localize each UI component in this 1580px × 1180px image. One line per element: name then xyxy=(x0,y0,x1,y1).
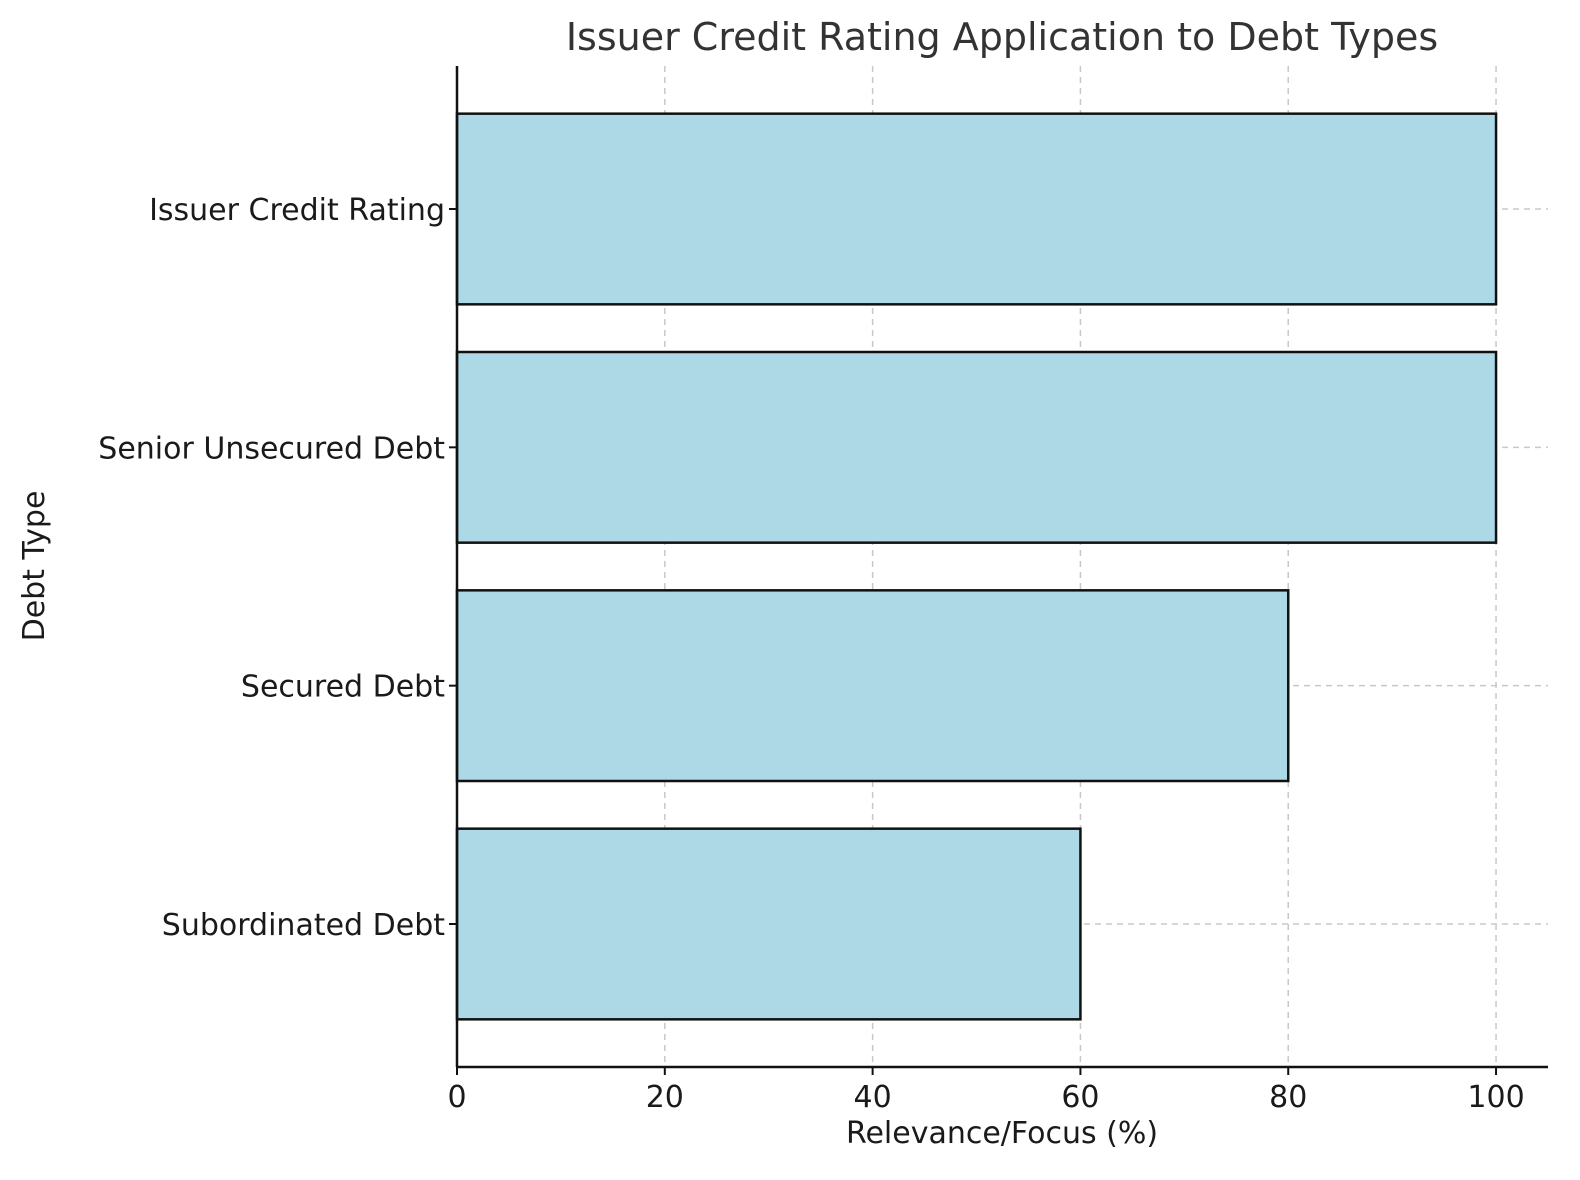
y-tick-label: Issuer Credit Rating xyxy=(149,193,445,228)
bar xyxy=(455,827,1082,1021)
x-tick-label: 100 xyxy=(1467,1080,1524,1115)
bar xyxy=(455,589,1290,783)
y-axis-label: Debt Type xyxy=(17,491,52,642)
y-tick-label: Senior Unsecured Debt xyxy=(98,431,445,466)
x-axis-label: Relevance/Focus (%) xyxy=(846,1116,1158,1151)
bars xyxy=(455,112,1498,1021)
x-tick-label: 20 xyxy=(646,1080,684,1115)
bar xyxy=(455,112,1498,306)
chart-title: Issuer Credit Rating Application to Debt… xyxy=(566,15,1438,59)
x-tick-label: 80 xyxy=(1269,1080,1307,1115)
axes xyxy=(455,66,1548,1069)
y-tick-label: Secured Debt xyxy=(241,670,445,705)
x-tick-label: 0 xyxy=(447,1080,466,1115)
x-tick-label: 60 xyxy=(1061,1080,1099,1115)
x-tick-label: 40 xyxy=(854,1080,892,1115)
y-axis-ticks: Issuer Credit Rating Senior Unsecured Deb… xyxy=(98,193,457,943)
x-axis-ticks: 0 20 40 60 80 100 xyxy=(447,1067,1525,1115)
bar xyxy=(455,350,1498,544)
y-tick-label: Subordinated Debt xyxy=(162,908,445,943)
